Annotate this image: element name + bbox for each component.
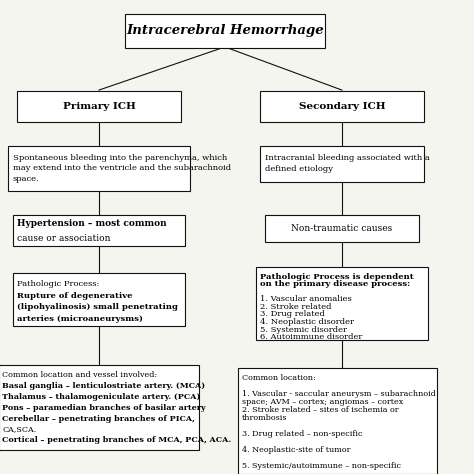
FancyBboxPatch shape [260,146,424,182]
Text: arteries (microaneurysms): arteries (microaneurysms) [17,315,143,323]
Text: 2. Stroke related – sites of ischemia or: 2. Stroke related – sites of ischemia or [242,406,399,414]
Text: 1. Vascular - saccular aneurysm – subarachnoid: 1. Vascular - saccular aneurysm – subara… [242,390,436,398]
Text: Cortical – penetrating branches of MCA, PCA, ACA.: Cortical – penetrating branches of MCA, … [2,436,231,444]
Text: Common location and vessel involved:: Common location and vessel involved: [2,371,157,379]
Text: Non-traumatic causes: Non-traumatic causes [291,224,392,233]
Text: thrombosis: thrombosis [242,414,288,422]
Text: space; AVM – cortex; angiomas – cortex: space; AVM – cortex; angiomas – cortex [242,398,403,406]
Text: Intracranial bleeding associated with a
defined etiology: Intracranial bleeding associated with a … [264,155,429,173]
Text: Primary ICH: Primary ICH [63,102,136,111]
FancyBboxPatch shape [13,273,185,326]
Text: Rupture of degenerative: Rupture of degenerative [17,292,133,300]
Text: CA,SCA.: CA,SCA. [2,426,36,433]
Text: Basal ganglia – lenticulostriate artery. (MCA): Basal ganglia – lenticulostriate artery.… [2,382,205,390]
Text: Thalamus – thalamogeniculate artery. (PCA): Thalamus – thalamogeniculate artery. (PC… [2,392,201,401]
Text: 5. Systemic disorder: 5. Systemic disorder [260,326,347,334]
Text: 3. Drug related: 3. Drug related [260,310,325,319]
Text: 3. Drug related – non-specific: 3. Drug related – non-specific [242,430,363,438]
Text: Pons – paramedian branches of basilar artery: Pons – paramedian branches of basilar ar… [2,404,206,411]
Text: (lipohyalinosis) small penetrating: (lipohyalinosis) small penetrating [17,303,178,311]
Text: Secondary ICH: Secondary ICH [299,102,385,111]
Text: 6. Autoimmune disorder: 6. Autoimmune disorder [260,333,363,341]
Text: 2. Stroke related: 2. Stroke related [260,303,331,311]
Text: Pathologic Process is dependent: Pathologic Process is dependent [260,273,414,281]
Text: Common location:: Common location: [242,374,316,382]
Text: 1. Vascular anomalies: 1. Vascular anomalies [260,295,352,303]
Text: Spontaneous bleeding into the parenchyma, which
may extend into the ventricle an: Spontaneous bleeding into the parenchyma… [13,154,231,182]
Text: Pathologic Process:: Pathologic Process: [17,280,100,288]
FancyBboxPatch shape [17,91,181,122]
FancyBboxPatch shape [260,91,424,122]
FancyBboxPatch shape [13,215,185,246]
FancyBboxPatch shape [237,368,437,474]
Text: Intracerebral Hemorrhage: Intracerebral Hemorrhage [126,24,324,37]
Text: 5. Systemic/autoimmune – non-specific: 5. Systemic/autoimmune – non-specific [242,462,401,470]
Text: Hypertension – most common: Hypertension – most common [17,219,167,228]
FancyBboxPatch shape [255,267,428,340]
FancyBboxPatch shape [0,365,199,450]
Text: on the primary disease process:: on the primary disease process: [260,280,410,288]
Text: 4. Neoplastic disorder: 4. Neoplastic disorder [260,318,354,326]
Text: 4. Neoplastic-site of tumor: 4. Neoplastic-site of tumor [242,446,350,454]
FancyBboxPatch shape [264,215,419,242]
Text: cause or association: cause or association [17,234,110,243]
Text: Cerebellar – penetrating branches of PICA,: Cerebellar – penetrating branches of PIC… [2,414,195,422]
FancyBboxPatch shape [125,14,325,48]
FancyBboxPatch shape [8,146,190,191]
